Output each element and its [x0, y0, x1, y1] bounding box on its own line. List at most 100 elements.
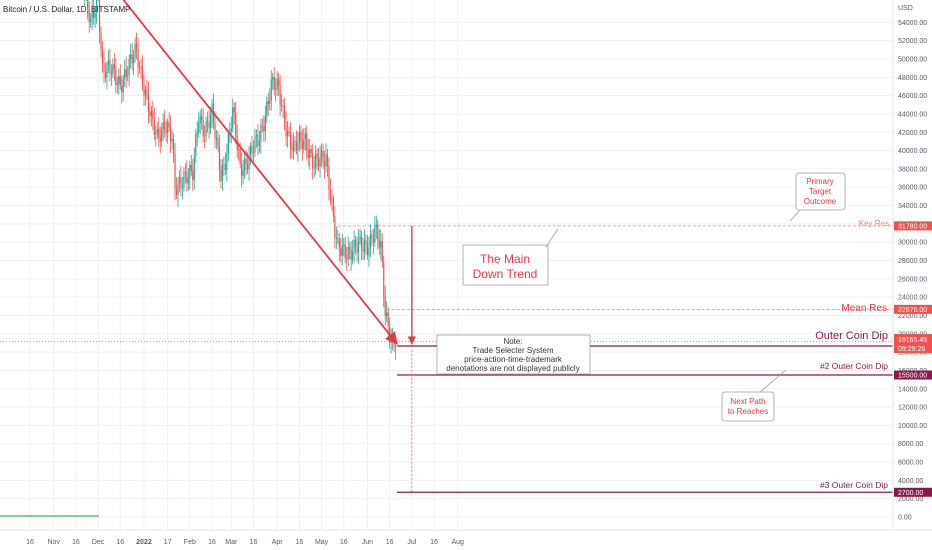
note-text-2: Trade Selecter System	[472, 346, 553, 355]
date-tick-label: 16	[295, 539, 303, 546]
candle-body	[254, 136, 256, 153]
candle-body	[267, 101, 269, 105]
candle-body	[153, 119, 155, 135]
price-tick-label: 18000.00	[898, 350, 927, 357]
price-tick-label: 34000.00	[898, 203, 927, 210]
candle-body	[337, 238, 339, 240]
candle-body	[251, 145, 253, 153]
candle-body	[156, 128, 158, 133]
candle-body	[352, 251, 354, 260]
candle-body	[380, 240, 382, 248]
candle-body	[101, 49, 104, 64]
mean-res-label: Mean Res	[841, 303, 887, 314]
candle-body	[217, 137, 219, 147]
price-tick-label: 40000.00	[898, 148, 927, 155]
candle-body	[357, 241, 360, 253]
candle-body	[90, 18, 92, 23]
last-price-bg	[894, 334, 932, 353]
candle-body	[205, 121, 207, 137]
price-tick-label: 54000.00	[898, 20, 927, 27]
candle-body	[167, 122, 169, 133]
time-axis[interactable]: 16 Nov 16 Dec 16 2022 17 Feb 16 Mar 16 Apr 16 May 16 Ju…	[26, 539, 464, 546]
price-tick-label: 44000.00	[898, 111, 927, 118]
candle-body	[313, 167, 315, 169]
main-trend-pointer	[545, 228, 559, 248]
candle-body	[116, 83, 118, 85]
main-trend-callout[interactable]: The Main Down Trend	[462, 228, 559, 286]
candle-body	[201, 116, 203, 120]
candle-body	[276, 78, 278, 90]
candle-body	[303, 139, 305, 150]
candle-body	[233, 107, 235, 113]
date-tick-label: 16	[250, 539, 258, 546]
candle-body	[298, 132, 300, 144]
candle-body	[366, 243, 369, 256]
candle-body	[318, 158, 320, 167]
candle-body	[137, 48, 139, 68]
candle-body	[208, 122, 210, 129]
candle-body	[394, 345, 397, 348]
candle-body	[242, 170, 244, 176]
time-axis-background	[0, 530, 932, 550]
date-tick-label: 16	[430, 539, 438, 546]
candle-body	[344, 244, 346, 259]
candle-body	[181, 187, 184, 189]
candle-body	[133, 57, 135, 64]
level-price-tag-text: 22670.00	[898, 307, 927, 314]
candle-body	[130, 54, 132, 59]
candle-body	[316, 153, 318, 159]
candle-body	[199, 116, 201, 124]
candle-body	[304, 133, 306, 140]
candle-body	[161, 128, 163, 143]
outer-dip-label: Outer Coin Dip	[815, 330, 888, 342]
key-res-label: Key Res	[859, 219, 889, 228]
candle-body	[375, 224, 377, 228]
candle-body	[104, 71, 107, 78]
candle-body	[325, 154, 327, 167]
candle-body	[286, 131, 289, 137]
candle-body	[264, 116, 266, 132]
candle-body	[193, 155, 195, 180]
candle-body	[347, 247, 349, 259]
candle-body	[239, 149, 241, 165]
chart-title: Bitcoin / U.S. Dollar, 1D, BITSTAMP	[3, 5, 130, 14]
candle-body	[170, 127, 172, 142]
candle-body	[147, 93, 149, 112]
note-callout[interactable]: Note: Trade Selecter System price-action…	[436, 334, 591, 375]
candle-body	[224, 164, 226, 171]
candle-body	[204, 135, 206, 137]
candle-body	[260, 125, 262, 142]
candle-body	[372, 238, 374, 243]
candle-body	[127, 75, 129, 77]
price-tick-label: 52000.00	[898, 38, 927, 45]
candle-body	[162, 121, 164, 129]
next-path-callout[interactable]: Next Path to Reaches	[721, 369, 787, 422]
main-trend-text-1: The Main	[480, 252, 530, 266]
candle-body	[88, 9, 90, 23]
candle-body	[131, 54, 133, 64]
note-text-4: denotations are not displayed publicly	[446, 364, 579, 373]
candle-body	[98, 0, 101, 32]
candle-body	[214, 122, 216, 139]
date-tick-label: Mar	[225, 539, 238, 546]
candle-body	[112, 64, 114, 75]
candle-body	[295, 140, 297, 151]
candle-body	[281, 105, 283, 107]
candle-body	[96, 0, 98, 13]
candle-body	[230, 128, 232, 132]
candle-body	[215, 137, 218, 139]
candle-body	[365, 240, 367, 244]
primary-target-callout[interactable]: Primary Target Outcome	[789, 172, 846, 222]
note-text-3: price-action-time-trademark	[464, 355, 563, 364]
candle-body	[144, 89, 147, 96]
candle-body	[368, 248, 370, 256]
main-trend-box	[462, 244, 549, 286]
candle-body	[207, 121, 209, 123]
candle-body	[202, 119, 204, 136]
candle-body	[279, 86, 281, 106]
candle-body	[374, 227, 376, 243]
last-price-tag: 19165.45 09:29:26	[894, 334, 932, 353]
candle-body	[360, 236, 363, 249]
candle-body	[223, 164, 225, 166]
